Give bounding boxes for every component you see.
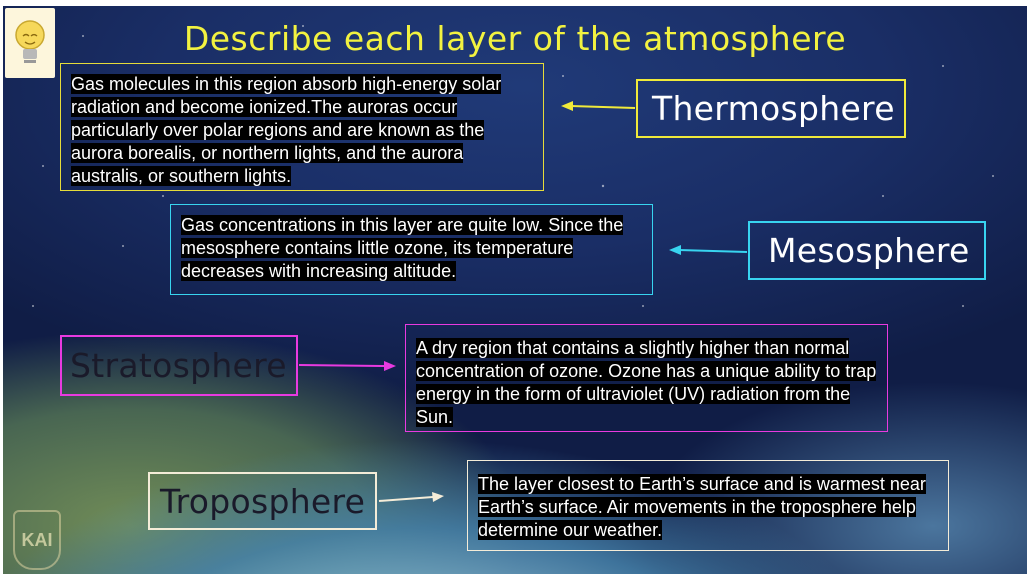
stratosphere-description: A dry region that contains a slightly hi…	[405, 324, 888, 432]
mesosphere-label-text: Mesosphere	[768, 231, 970, 270]
troposphere-arrow	[378, 492, 444, 502]
troposphere-description: The layer closest to Earth’s surface and…	[467, 460, 949, 551]
thermosphere-label: Thermosphere	[636, 79, 906, 138]
mesosphere-label: Mesosphere	[748, 221, 986, 280]
troposphere-label: Troposphere	[148, 472, 377, 530]
lightbulb-icon	[5, 8, 55, 78]
thermosphere-label-text: Thermosphere	[652, 89, 895, 128]
troposphere-label-text: Troposphere	[160, 481, 366, 521]
page-title: Describe each layer of the atmosphere	[183, 19, 847, 58]
connector-arrows	[298, 101, 748, 502]
thermosphere-description: Gas molecules in this region absorb high…	[60, 63, 544, 191]
slide-canvas: Describe each layer of the atmosphere Ga…	[3, 6, 1027, 574]
stratosphere-arrow	[298, 361, 396, 371]
thermosphere-arrow	[561, 101, 636, 111]
mesosphere-arrow	[669, 245, 748, 255]
mesosphere-description: Gas concentrations in this layer are qui…	[170, 204, 653, 295]
thermosphere-description-text: Gas molecules in this region absorb high…	[71, 74, 502, 186]
stratosphere-label-text: Stratosphere	[70, 346, 287, 385]
stratosphere-label: Stratosphere	[60, 335, 298, 396]
kai-logo: KAI	[13, 510, 61, 570]
